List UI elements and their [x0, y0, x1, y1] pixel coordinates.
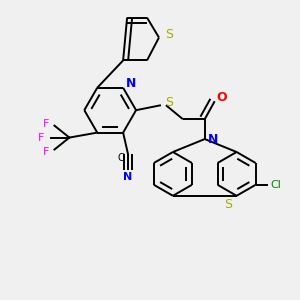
Text: N: N	[124, 172, 133, 182]
Text: C: C	[118, 154, 124, 164]
Text: S: S	[224, 198, 232, 211]
Text: O: O	[216, 91, 227, 104]
Text: F: F	[43, 146, 50, 157]
Text: F: F	[38, 133, 45, 142]
Text: Cl: Cl	[270, 180, 281, 190]
Text: F: F	[43, 118, 50, 129]
Text: S: S	[165, 96, 173, 109]
Text: N: N	[126, 77, 136, 90]
Text: S: S	[165, 28, 173, 41]
Text: N: N	[208, 133, 218, 146]
